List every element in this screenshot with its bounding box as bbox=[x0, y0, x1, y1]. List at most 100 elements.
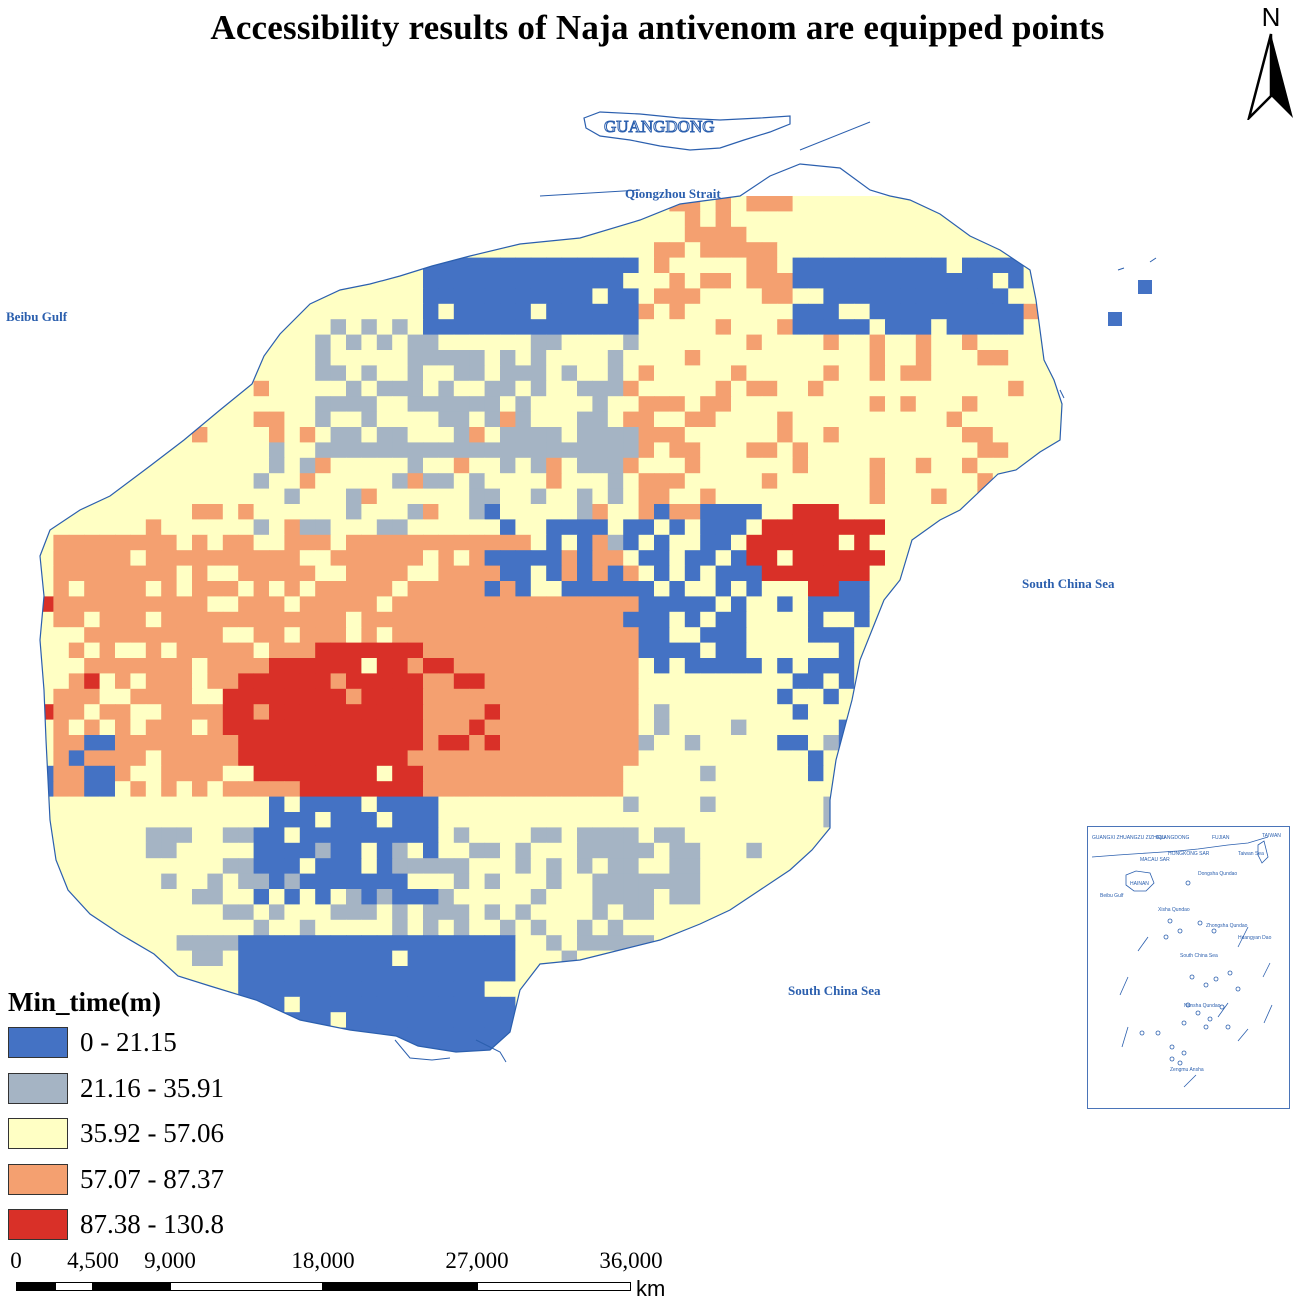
inset-label: Taiwan Sea bbox=[1238, 851, 1264, 857]
grid-cell bbox=[238, 719, 255, 736]
grid-cell bbox=[823, 396, 840, 413]
grid-cell bbox=[915, 1043, 932, 1052]
grid-cell bbox=[130, 673, 147, 690]
grid-cell bbox=[207, 781, 224, 798]
grid-cell bbox=[145, 735, 162, 751]
grid-cell bbox=[592, 981, 609, 998]
grid-cell bbox=[376, 735, 393, 751]
grid-cell bbox=[192, 950, 208, 967]
grid-cell bbox=[161, 550, 178, 567]
grid-cell bbox=[761, 827, 778, 844]
grid-cell bbox=[453, 904, 470, 921]
grid-cell bbox=[453, 796, 470, 813]
grid-cell bbox=[1039, 273, 1055, 289]
grid-cell bbox=[330, 688, 347, 705]
grid-cell bbox=[407, 750, 424, 767]
grid-cell bbox=[500, 581, 516, 597]
grid-cell bbox=[561, 704, 578, 721]
grid-cell bbox=[638, 858, 655, 875]
grid-cell bbox=[885, 550, 901, 567]
grid-cell bbox=[530, 319, 547, 336]
grid-cell bbox=[515, 1058, 531, 1074]
grid-cell bbox=[238, 919, 255, 936]
grid-cell bbox=[53, 658, 70, 674]
grid-cell bbox=[1023, 642, 1040, 659]
grid-cell bbox=[453, 735, 470, 751]
grid-cell bbox=[376, 411, 393, 428]
grid-cell bbox=[238, 473, 255, 490]
grid-cell bbox=[854, 996, 871, 1013]
grid-cell bbox=[546, 1027, 563, 1044]
grid-cell bbox=[992, 411, 1009, 428]
grid-cell bbox=[561, 427, 578, 443]
grid-cell bbox=[500, 534, 516, 551]
grid-cell bbox=[838, 350, 855, 366]
grid-cell bbox=[330, 704, 347, 721]
grid-cell bbox=[854, 1012, 871, 1029]
grid-cell bbox=[407, 889, 424, 905]
grid-cell bbox=[530, 473, 547, 490]
grid-cell bbox=[284, 765, 301, 782]
grid-cell bbox=[192, 442, 208, 459]
grid-cell bbox=[684, 950, 701, 967]
grid-cell bbox=[777, 735, 794, 751]
grid-cell bbox=[823, 673, 840, 690]
grid-cell bbox=[407, 812, 424, 828]
grid-cell bbox=[700, 611, 717, 628]
grid-cell bbox=[684, 627, 701, 644]
grid-cell bbox=[423, 211, 439, 228]
grid-cell bbox=[546, 288, 563, 305]
grid-cell bbox=[376, 919, 393, 936]
grid-cell bbox=[284, 935, 301, 952]
grid-cell bbox=[715, 334, 732, 351]
scale-segment bbox=[16, 1282, 55, 1291]
grid-cell bbox=[869, 257, 886, 274]
grid-cell bbox=[946, 611, 963, 628]
grid-cell bbox=[484, 303, 501, 320]
grid-cell bbox=[592, 1012, 609, 1029]
grid-cell bbox=[407, 581, 424, 597]
grid-cell bbox=[453, 242, 470, 259]
grid-cell bbox=[654, 1027, 670, 1044]
grid-cell bbox=[130, 827, 147, 844]
grid-cell bbox=[1023, 488, 1040, 505]
grid-cell bbox=[669, 966, 686, 982]
grid-cell bbox=[407, 519, 424, 536]
grid-cell bbox=[561, 504, 578, 520]
grid-cell bbox=[962, 996, 978, 1013]
label-guangdong: GUANGDONG bbox=[604, 117, 715, 136]
grid-cell bbox=[315, 735, 332, 751]
grid-cell bbox=[284, 288, 301, 305]
grid-cell bbox=[500, 658, 516, 674]
grid-cell bbox=[592, 996, 609, 1013]
grid-cell bbox=[623, 242, 640, 259]
grid-cell bbox=[330, 334, 347, 351]
grid-cell bbox=[238, 365, 255, 382]
grid-cell bbox=[423, 226, 439, 243]
grid-cell bbox=[192, 858, 208, 875]
grid-cell bbox=[931, 688, 948, 705]
grid-cell bbox=[777, 658, 794, 674]
grid-cell bbox=[731, 996, 747, 1013]
grid-cell bbox=[792, 1027, 809, 1044]
grid-cell bbox=[1054, 519, 1062, 536]
grid-cell bbox=[515, 981, 532, 998]
grid-cell bbox=[869, 488, 886, 505]
grid-cell bbox=[438, 658, 455, 674]
grid-cell bbox=[869, 719, 886, 736]
grid-cell bbox=[361, 996, 378, 1013]
grid-cell bbox=[792, 319, 809, 336]
grid-cell bbox=[500, 519, 516, 536]
grid-cell bbox=[992, 442, 1009, 459]
grid-cell bbox=[176, 457, 193, 474]
grid-cell bbox=[915, 935, 932, 952]
legend-item: 21.16 - 35.91 bbox=[8, 1070, 298, 1116]
grid-cell bbox=[731, 889, 747, 905]
grid-cell bbox=[869, 196, 886, 212]
grid-cell bbox=[623, 380, 640, 397]
grid-cell bbox=[500, 273, 516, 289]
grid-cell bbox=[453, 919, 470, 936]
grid-cell bbox=[130, 211, 147, 228]
grid-cell bbox=[761, 812, 778, 828]
grid-cell bbox=[854, 534, 871, 551]
